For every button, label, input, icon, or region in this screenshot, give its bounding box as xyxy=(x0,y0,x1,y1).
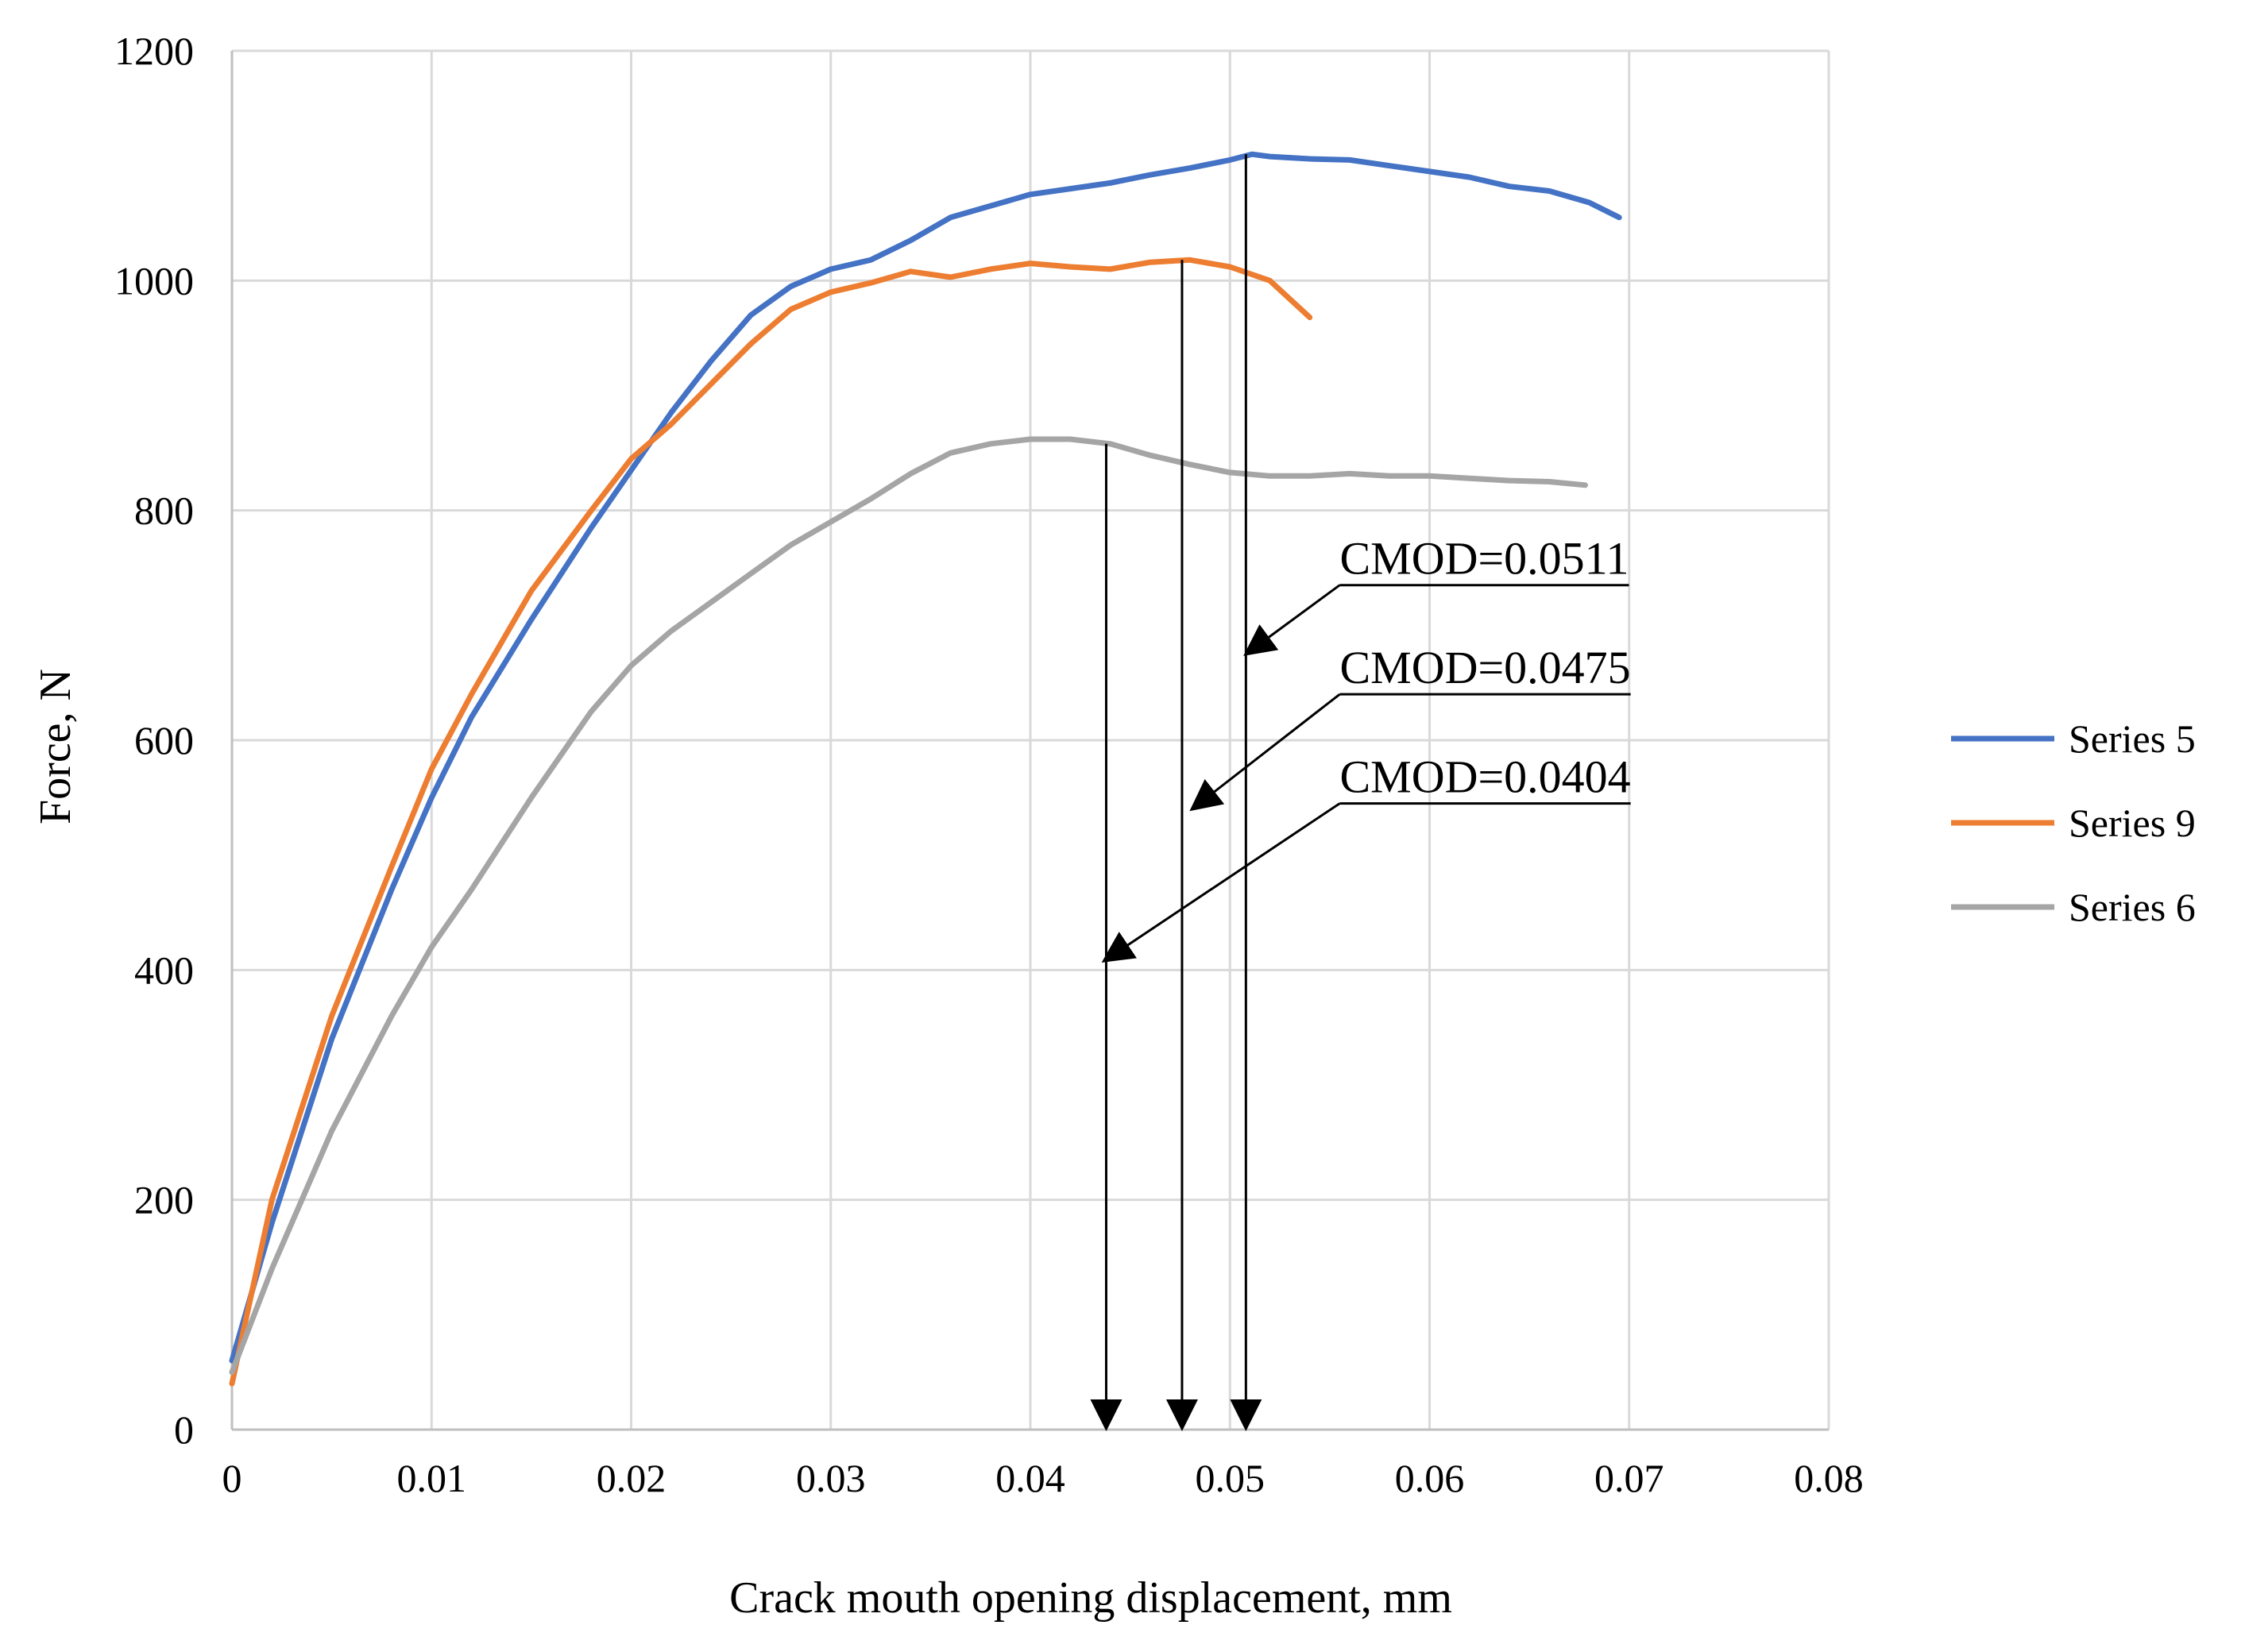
series-line-series-6 xyxy=(229,436,1588,1376)
cmod-annotation-label: CMOD=0.0404 xyxy=(1339,751,1630,803)
x-tick-label: 0.04 xyxy=(995,1456,1065,1500)
x-tick-label: 0 xyxy=(222,1456,242,1500)
x-tick-label: 0.08 xyxy=(1794,1456,1864,1500)
series-line-series-5 xyxy=(229,151,1622,1364)
x-axis-title: Crack mouth opening displacement, mm xyxy=(729,1573,1452,1623)
y-tick-labels: 0 200 400 600 800 1000 1200 xyxy=(114,29,194,1452)
y-tick-label: 1000 xyxy=(114,258,194,303)
y-tick-label: 400 xyxy=(134,948,194,992)
x-tick-labels: 0 0.01 0.02 0.03 0.04 0.05 0.06 0.07 0.08 xyxy=(222,1456,1864,1500)
x-tick-label: 0.06 xyxy=(1395,1456,1465,1500)
y-tick-label: 600 xyxy=(134,718,194,762)
y-tick-label: 800 xyxy=(134,488,194,533)
y-tick-label: 0 xyxy=(174,1407,194,1452)
legend-label: Series 6 xyxy=(2069,885,2196,929)
cmod-annotation-label: CMOD=0.0475 xyxy=(1339,642,1630,693)
grid xyxy=(230,49,1830,1431)
y-tick-label: 1200 xyxy=(114,29,194,73)
annotations: CMOD=0.0511 CMOD=0.0475 CMOD=0.0404 xyxy=(1101,533,1631,963)
cmod-annotation-arrow xyxy=(1243,584,1341,656)
legend: Series 5 Series 9 Series 6 xyxy=(1951,716,2196,929)
axes xyxy=(230,51,1829,1431)
cmod-annotation-label: CMOD=0.0511 xyxy=(1339,533,1629,585)
legend-label: Series 9 xyxy=(2069,801,2196,845)
y-tick-label: 200 xyxy=(134,1178,194,1222)
x-tick-label: 0.02 xyxy=(597,1456,667,1500)
vertical-markers xyxy=(1090,154,1262,1431)
cmod-annotation-arrow xyxy=(1101,802,1341,963)
x-tick-label: 0.01 xyxy=(397,1456,467,1500)
cmod-annotation-arrow xyxy=(1189,693,1341,812)
y-axis-title: Force, N xyxy=(31,669,80,824)
x-tick-label: 0.03 xyxy=(796,1456,866,1500)
series-lines xyxy=(229,151,1622,1387)
legend-label: Series 5 xyxy=(2069,716,2196,761)
x-tick-label: 0.07 xyxy=(1594,1456,1664,1500)
series-line-series-9 xyxy=(229,257,1313,1387)
x-tick-label: 0.05 xyxy=(1196,1456,1265,1500)
